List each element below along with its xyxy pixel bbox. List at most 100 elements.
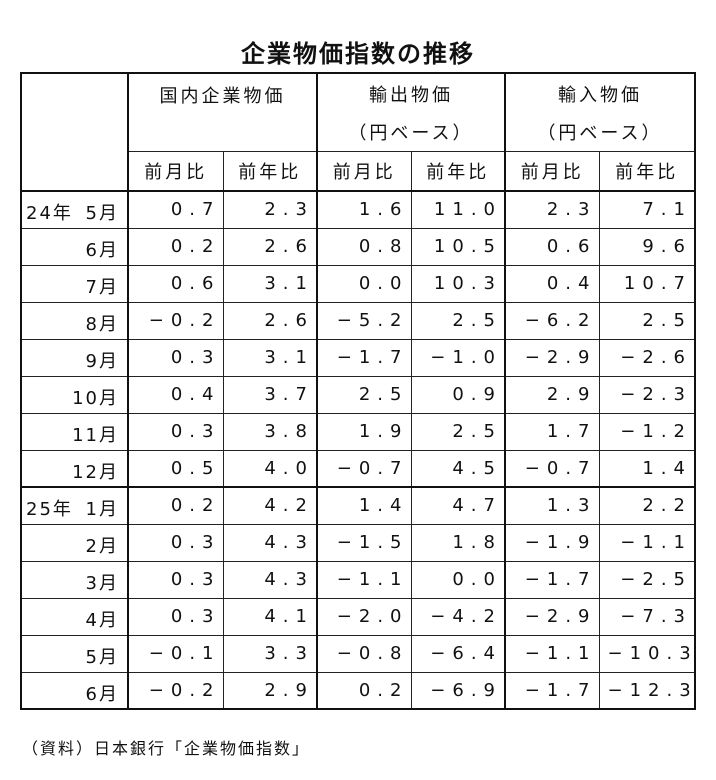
- column-header: 前年比: [410, 150, 506, 192]
- data-row: 10月 0.4 3.7 2.5 0.9 2.9 −2.3: [20, 375, 696, 414]
- year-label: 25年: [26, 499, 73, 520]
- value-cell: 11.0: [410, 190, 506, 229]
- value-cell: 1.6: [316, 190, 412, 229]
- month-label: 5月: [85, 646, 119, 668]
- month-label: 6月: [85, 683, 119, 705]
- column-header: 前月比: [504, 150, 600, 192]
- value-cell: 10.5: [410, 227, 506, 266]
- value-cell: 4.0: [222, 449, 318, 488]
- month-label: 1月: [85, 499, 119, 520]
- value-cell: 1.7: [504, 412, 600, 451]
- value-cell: 4.5: [410, 449, 506, 488]
- month-label: 3月: [85, 572, 119, 594]
- value-cell: −1.7: [316, 338, 412, 377]
- value-cell: 2.3: [222, 190, 318, 229]
- value-cell: 2.5: [598, 301, 696, 340]
- value-cell: 3.7: [222, 375, 318, 414]
- value-cell: −2.9: [504, 597, 600, 636]
- group-header: 輸出物価: [316, 72, 506, 113]
- value-cell: 0.5: [127, 449, 224, 488]
- data-row: 11月 0.3 3.8 1.9 2.5 1.7 −1.2: [20, 412, 696, 451]
- row-label: 6月: [20, 671, 129, 710]
- value-cell: 0.7: [127, 190, 224, 229]
- value-cell: −12.3: [598, 671, 696, 710]
- value-cell: 10.7: [598, 264, 696, 303]
- value-cell: −1.1: [504, 634, 600, 673]
- data-row: 9月 0.3 3.1 −1.7 −1.0 −2.9 −2.6: [20, 338, 696, 377]
- value-cell: 2.2: [598, 486, 696, 525]
- value-cell: 0.0: [316, 264, 412, 303]
- value-cell: 0.3: [127, 412, 224, 451]
- row-label: 9月: [20, 338, 129, 377]
- data-row: 8月 −0.2 2.6 −5.2 2.5 −6.2 2.5: [20, 301, 696, 340]
- value-cell: −1.2: [598, 412, 696, 451]
- value-cell: 4.3: [222, 560, 318, 599]
- column-header: 前年比: [598, 150, 696, 192]
- value-cell: 0.2: [127, 486, 224, 525]
- value-cell: −6.2: [504, 301, 600, 340]
- data-row: 25年 1月 0.2 4.2 1.4 4.7 1.3 2.2: [20, 486, 696, 525]
- group-header: 輸入物価: [504, 72, 696, 113]
- row-label: 10月: [20, 375, 129, 414]
- column-header: 前月比: [127, 150, 224, 192]
- value-cell: 7.1: [598, 190, 696, 229]
- row-label: 5月: [20, 634, 129, 673]
- row-label: 4月: [20, 597, 129, 636]
- value-cell: 0.3: [127, 523, 224, 562]
- data-row: 6月 −0.2 2.9 0.2 −6.9 −1.7 −12.3: [20, 671, 696, 710]
- row-label: 6月: [20, 227, 129, 266]
- month-label: 12月: [72, 461, 119, 483]
- source-note: （資料）日本銀行「企業物価指数」: [22, 739, 311, 758]
- month-label: 6月: [85, 239, 119, 261]
- year-label: 24年: [26, 203, 73, 224]
- value-cell: 3.8: [222, 412, 318, 451]
- price-table: 国内企業物価 輸出物価 輸入物価 （円ベース） （円ベース） 前月比 前年比 前月比…: [20, 72, 696, 710]
- value-cell: −1.5: [316, 523, 412, 562]
- value-cell: 4.3: [222, 523, 318, 562]
- row-label: 24年 5月: [20, 190, 129, 229]
- value-cell: −1.1: [598, 523, 696, 562]
- row-label: 7月: [20, 264, 129, 303]
- value-cell: −0.8: [316, 634, 412, 673]
- value-cell: −5.2: [316, 301, 412, 340]
- value-cell: 0.3: [127, 560, 224, 599]
- value-cell: 2.5: [410, 301, 506, 340]
- row-label: 11月: [20, 412, 129, 451]
- value-cell: 1.8: [410, 523, 506, 562]
- data-row: 6月 0.2 2.6 0.8 10.5 0.6 9.6: [20, 227, 696, 266]
- value-cell: 0.6: [127, 264, 224, 303]
- column-header: 前年比: [222, 150, 318, 192]
- value-cell: 2.6: [222, 301, 318, 340]
- value-cell: 10.3: [410, 264, 506, 303]
- value-cell: 9.6: [598, 227, 696, 266]
- data-row: 4月 0.3 4.1 −2.0 −4.2 −2.9 −7.3: [20, 597, 696, 636]
- value-cell: 0.4: [504, 264, 600, 303]
- value-cell: −1.9: [504, 523, 600, 562]
- value-cell: 2.9: [504, 375, 600, 414]
- corner-cell: [20, 72, 129, 192]
- value-cell: −0.2: [127, 301, 224, 340]
- value-cell: 4.7: [410, 486, 506, 525]
- value-cell: 2.5: [410, 412, 506, 451]
- data-row: 7月 0.6 3.1 0.0 10.3 0.4 10.7: [20, 264, 696, 303]
- value-cell: 3.1: [222, 338, 318, 377]
- value-cell: 1.4: [316, 486, 412, 525]
- data-row: 3月 0.3 4.3 −1.1 0.0 −1.7 −2.5: [20, 560, 696, 599]
- value-cell: −0.2: [127, 671, 224, 710]
- value-cell: 2.5: [316, 375, 412, 414]
- row-label: 25年 1月: [20, 486, 129, 525]
- value-cell: −4.2: [410, 597, 506, 636]
- row-label: 3月: [20, 560, 129, 599]
- month-label: 7月: [85, 276, 119, 298]
- value-cell: −2.6: [598, 338, 696, 377]
- value-cell: 4.2: [222, 486, 318, 525]
- value-cell: −1.1: [316, 560, 412, 599]
- data-row: 12月 0.5 4.0 −0.7 4.5 −0.7 1.4: [20, 449, 696, 488]
- value-cell: −1.7: [504, 671, 600, 710]
- value-cell: −0.1: [127, 634, 224, 673]
- month-label: 4月: [85, 609, 119, 631]
- value-cell: 3.3: [222, 634, 318, 673]
- value-cell: 0.3: [127, 597, 224, 636]
- value-cell: 0.4: [127, 375, 224, 414]
